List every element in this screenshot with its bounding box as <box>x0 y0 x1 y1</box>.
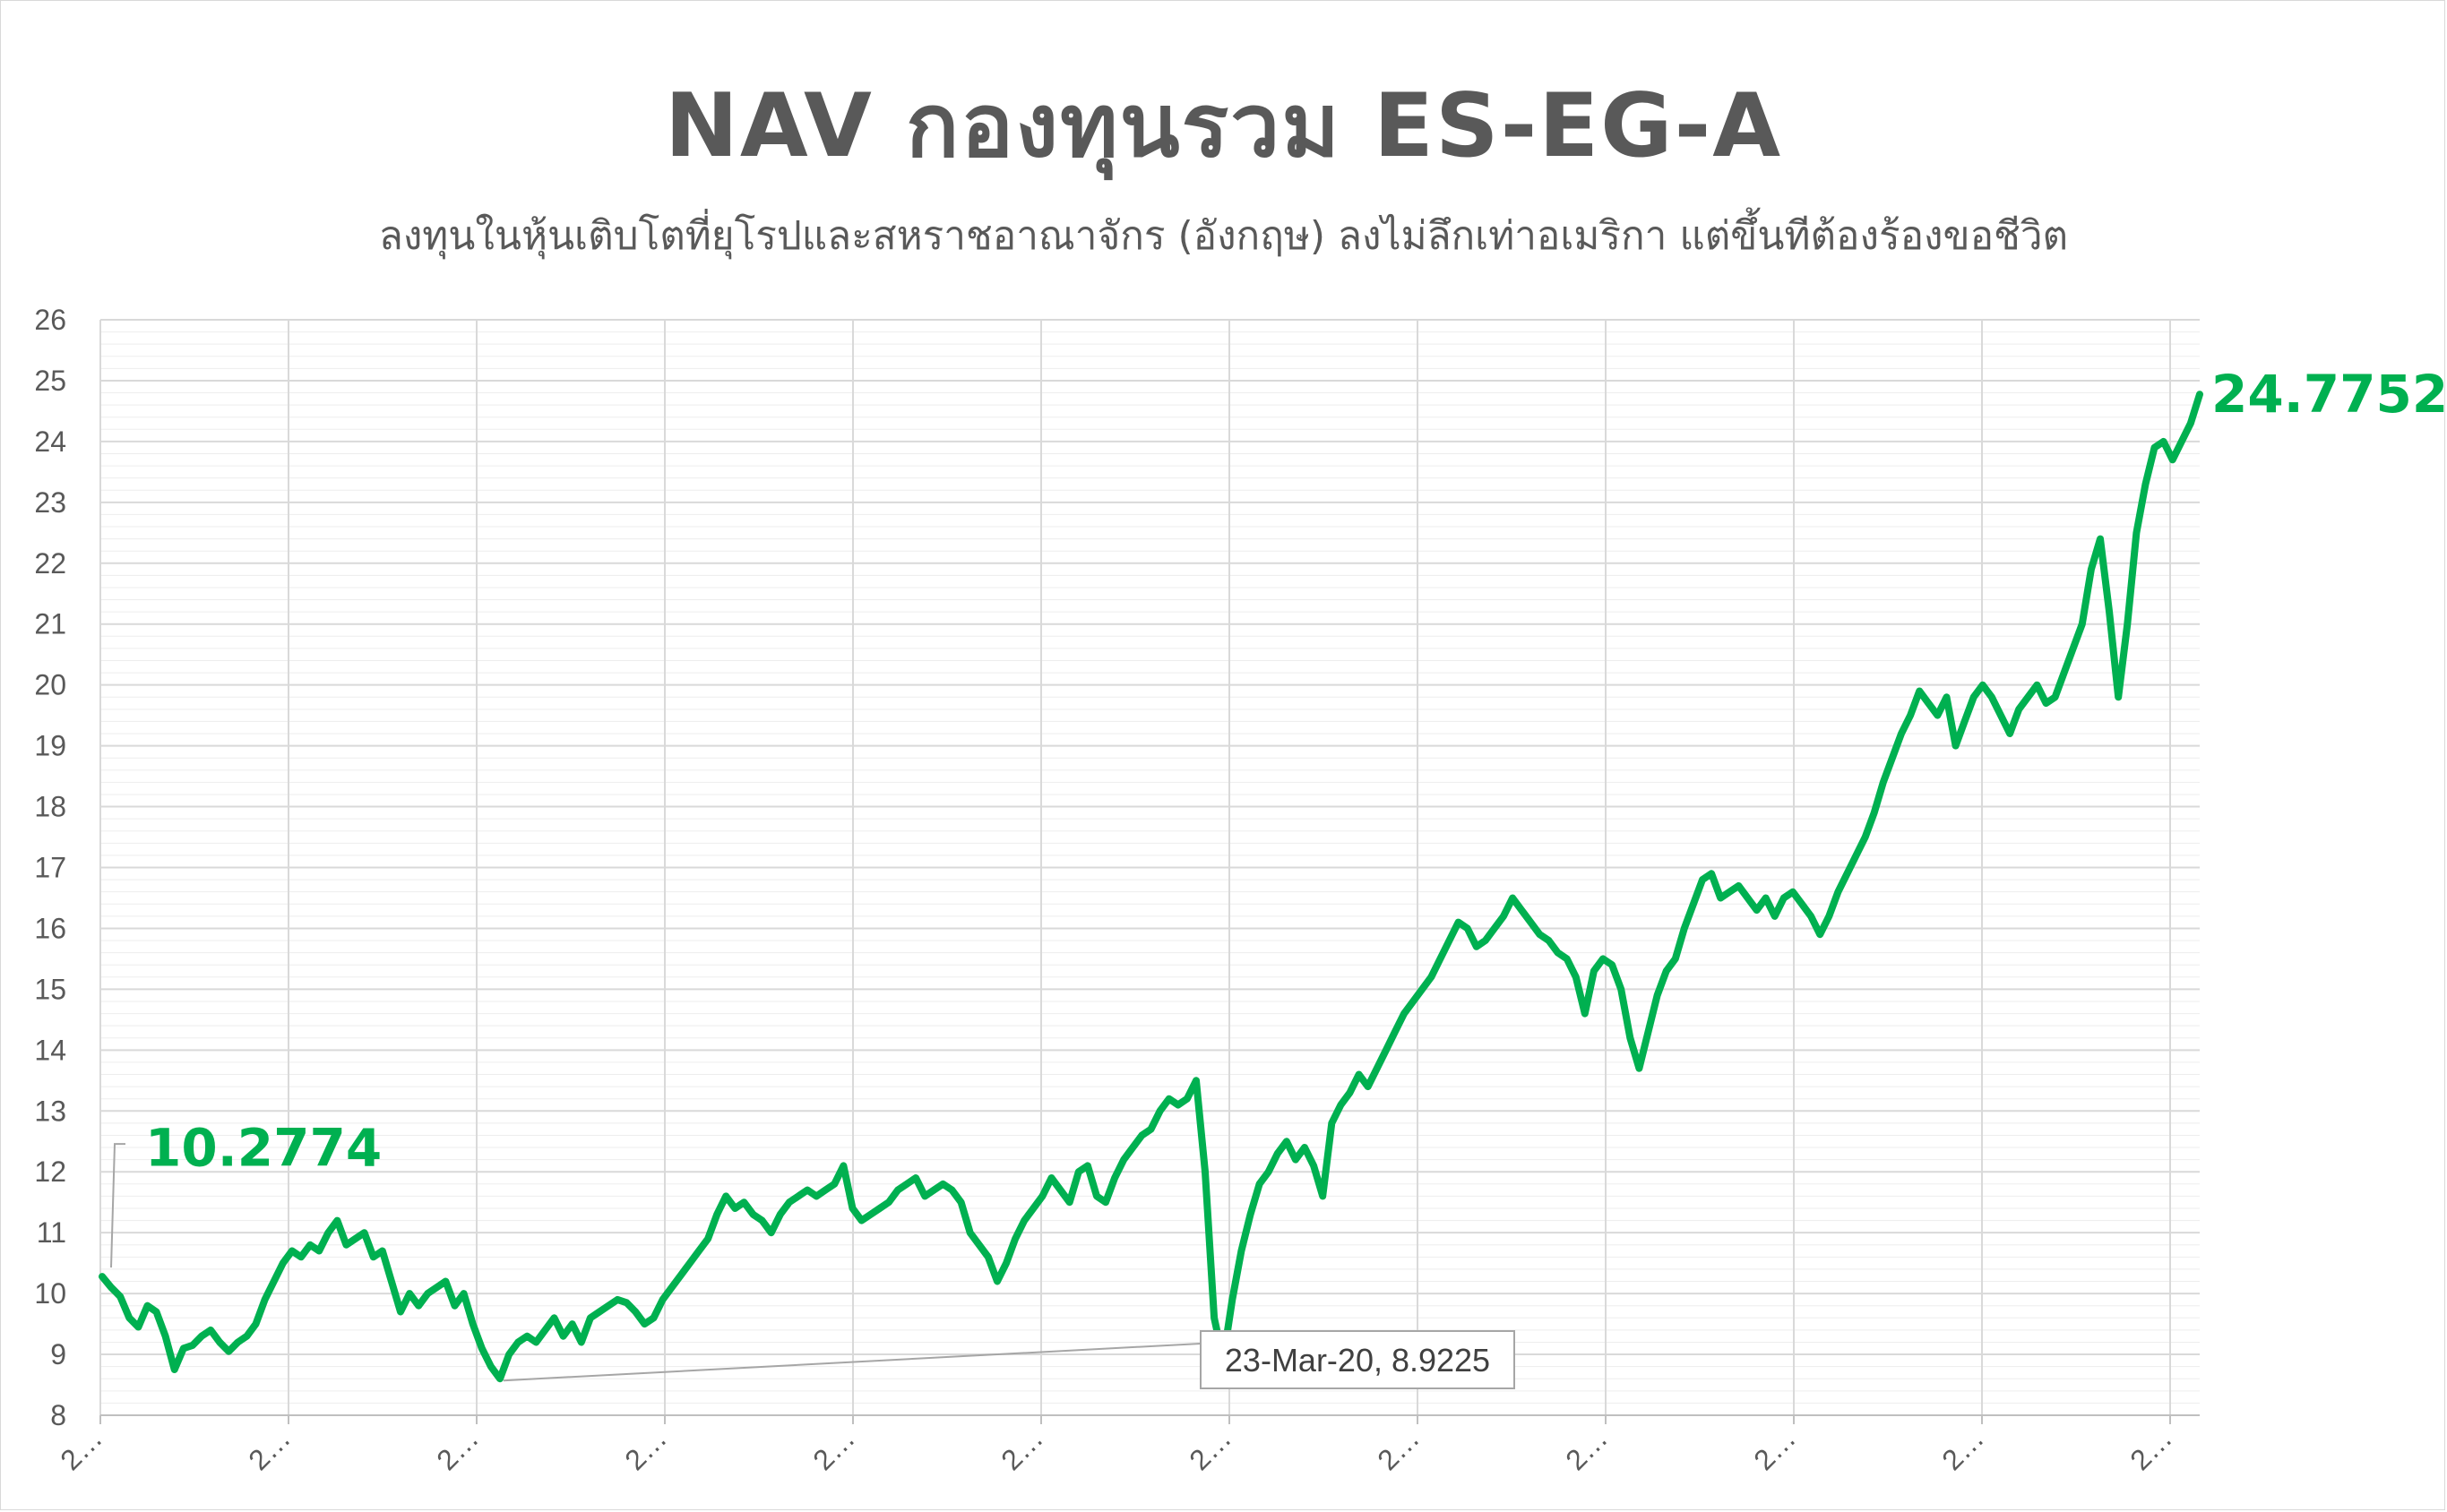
y-tick-label: 10 <box>34 1277 66 1310</box>
min-callout-label: 23-Mar-20, 8.9225 <box>1225 1342 1490 1379</box>
y-tick-label: 15 <box>34 973 66 1005</box>
y-tick-label: 23 <box>34 486 66 519</box>
y-tick-label: 14 <box>34 1034 66 1066</box>
x-tick-label: 2… <box>2124 1422 2178 1476</box>
x-tick-label: 2… <box>1371 1422 1426 1476</box>
x-axis: 2… 2… 2… 2… 2… 2… 2… 2… 2… 2… 2… 2… <box>54 1414 2200 1476</box>
y-tick-label: 9 <box>50 1338 66 1370</box>
y-tick-label: 11 <box>37 1216 66 1249</box>
y-tick-label: 13 <box>34 1095 66 1127</box>
x-tick-label: 2… <box>1747 1422 1802 1476</box>
x-tick-label: 2… <box>242 1422 297 1476</box>
x-tick-label: 2… <box>618 1422 673 1476</box>
start-value-label: 10.2774 <box>145 1117 382 1178</box>
y-tick-label: 24 <box>34 425 66 458</box>
chart-title: NAV กองทุนรวม ES-EG-A <box>664 75 1783 177</box>
x-tick-label: 2… <box>806 1422 861 1476</box>
x-tick-label: 2… <box>1183 1422 1237 1476</box>
y-axis: 8 9 10 11 12 13 14 15 16 17 18 19 20 21 22 23 24 25 26 <box>34 304 66 1431</box>
y-tick-label: 8 <box>50 1399 66 1431</box>
y-tick-label: 17 <box>34 852 66 884</box>
y-tick-label: 26 <box>34 304 66 336</box>
major-grid <box>99 319 2200 1416</box>
x-tick-label: 2… <box>430 1422 485 1476</box>
chart-subtitle: ลงทุนในหุ้นเติบโตที่ยุโรปและสหราชอาณาจัก… <box>378 213 2069 259</box>
y-tick-label: 22 <box>34 547 66 580</box>
y-tick-label: 25 <box>34 365 66 397</box>
x-tick-label: 2… <box>995 1422 1049 1476</box>
y-tick-label: 18 <box>34 791 66 823</box>
y-tick-label: 16 <box>34 912 66 944</box>
y-tick-label: 12 <box>34 1155 66 1188</box>
min-callout-leader <box>503 1343 1202 1382</box>
y-tick-label: 19 <box>34 730 66 762</box>
x-tick-label: 2… <box>1559 1422 1614 1476</box>
annotation-layer: 10.2774 23-Mar-20, 8.9225 24.7752 <box>110 364 2447 1389</box>
x-tick-label: 2… <box>1935 1422 1990 1476</box>
min-callout-box <box>1200 1330 1515 1389</box>
y-tick-label: 20 <box>34 669 66 701</box>
series-layer <box>99 391 2203 1383</box>
nav-series-line <box>99 391 2203 1383</box>
y-tick-label: 21 <box>34 608 66 640</box>
start-label-leader <box>110 1143 125 1268</box>
end-value-label: 24.7752 <box>2211 364 2447 425</box>
